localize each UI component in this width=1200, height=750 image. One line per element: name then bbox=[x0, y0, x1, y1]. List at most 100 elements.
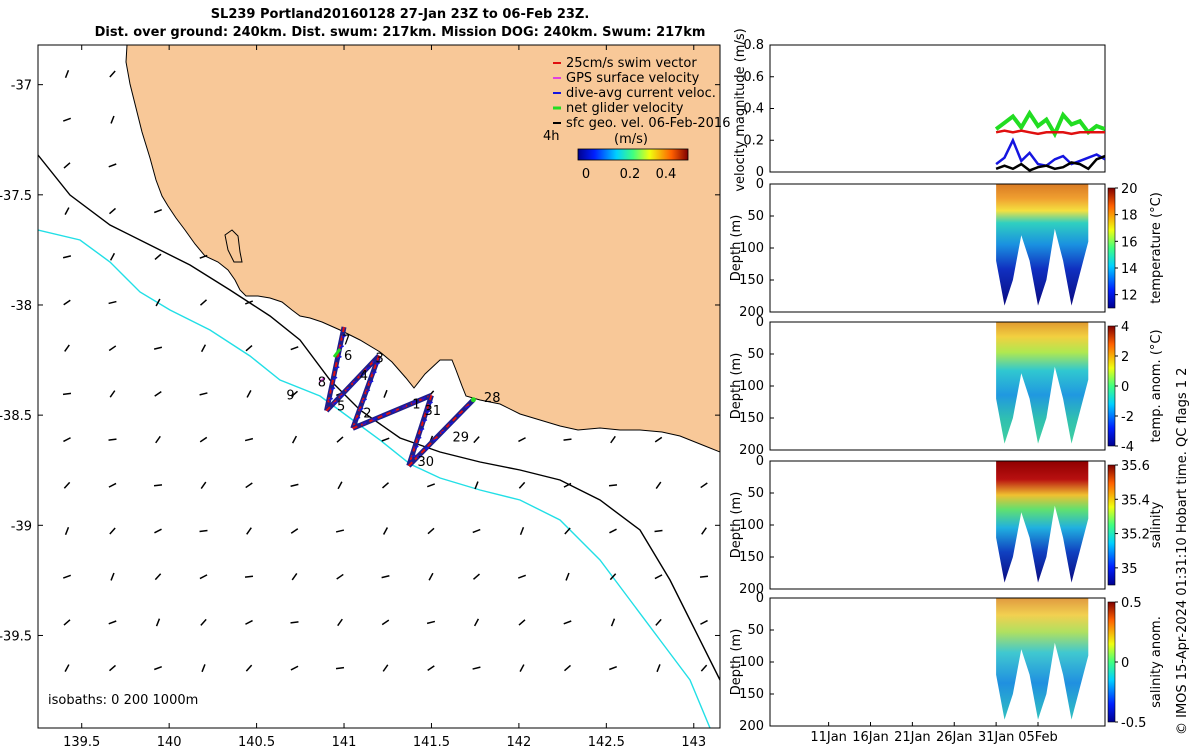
current-arrow bbox=[700, 664, 708, 672]
map-xtick-label: 140.5 bbox=[238, 735, 275, 750]
current-arrow bbox=[245, 482, 253, 489]
current-arrow bbox=[472, 573, 481, 580]
current-arrow bbox=[199, 299, 208, 306]
section-ylabel: Depth (m) bbox=[729, 629, 744, 696]
colorbar-tick-label: 35.4 bbox=[1121, 493, 1150, 508]
section-ytick-label: 150 bbox=[739, 687, 764, 702]
current-arrow bbox=[518, 437, 526, 443]
current-arrow bbox=[153, 208, 163, 214]
current-arrow bbox=[472, 666, 481, 670]
colorbar-label: temp. anom. (°C) bbox=[1149, 329, 1164, 442]
dive-current-vector bbox=[428, 401, 433, 405]
current-arrow bbox=[290, 528, 299, 534]
dive-current-vector bbox=[391, 409, 397, 413]
section-ytick-label: 200 bbox=[739, 305, 764, 320]
colorbar-tick-label: 20 bbox=[1121, 182, 1138, 197]
map-ytick-label: -39.5 bbox=[0, 629, 32, 644]
current-arrow bbox=[381, 437, 390, 442]
current-arrow bbox=[336, 573, 344, 580]
dive-current-vector bbox=[362, 421, 367, 425]
map-ytick-label: -39 bbox=[11, 519, 32, 534]
current-arrow bbox=[290, 621, 299, 624]
velocity-ytick-label: 0.6 bbox=[743, 70, 764, 85]
velocity-ytick-label: 0.8 bbox=[743, 38, 764, 53]
current-arrow bbox=[244, 300, 254, 305]
velocity-series bbox=[994, 109, 1105, 172]
current-arrow bbox=[290, 665, 299, 671]
current-arrow bbox=[62, 117, 72, 122]
current-arrow bbox=[153, 484, 163, 487]
current-arrow bbox=[472, 528, 481, 534]
current-vector-field bbox=[62, 70, 709, 673]
date-tick-label: 05Feb bbox=[1018, 730, 1058, 745]
current-arrow bbox=[382, 664, 389, 672]
velocity-line bbox=[995, 137, 1105, 168]
current-arrow bbox=[335, 666, 345, 670]
dive-current-vector bbox=[330, 387, 336, 391]
current-arrow bbox=[426, 620, 436, 625]
current-arrow bbox=[244, 575, 254, 578]
dive-current-vector bbox=[334, 366, 340, 370]
section-ylabel: Depth (m) bbox=[729, 215, 744, 282]
current-arrow bbox=[64, 664, 70, 672]
current-arrow bbox=[701, 527, 707, 535]
current-arrow bbox=[110, 115, 115, 124]
dive-current-vector bbox=[425, 410, 431, 414]
dive-current-vector bbox=[332, 401, 338, 405]
net-velocity-end bbox=[470, 397, 476, 403]
current-arrow bbox=[110, 572, 115, 581]
dive-current-vector bbox=[352, 380, 358, 384]
track-marker-label: 2 bbox=[363, 406, 371, 421]
current-arrow bbox=[655, 481, 662, 490]
current-arrow bbox=[427, 527, 435, 535]
section-ytick-label: 0 bbox=[756, 454, 764, 469]
current-arrow bbox=[474, 481, 479, 490]
colorbar-label: temperature (°C) bbox=[1149, 192, 1164, 304]
current-arrow bbox=[63, 299, 71, 306]
current-arrow bbox=[290, 483, 299, 487]
dive-current-vector bbox=[339, 394, 344, 398]
land bbox=[125, 45, 720, 453]
date-tick-label: 11Jan bbox=[810, 730, 847, 745]
current-arrow bbox=[608, 484, 618, 487]
track-marker-label: 31 bbox=[424, 404, 441, 419]
current-arrow bbox=[565, 572, 570, 581]
section-ytick-label: 50 bbox=[747, 347, 764, 362]
colorbar-tick-label: 12 bbox=[1121, 289, 1138, 304]
dive-current-vector bbox=[358, 373, 364, 377]
colorbar-tick-label: 16 bbox=[1121, 235, 1138, 250]
section-ytick-label: 0 bbox=[756, 177, 764, 192]
dive-current-vector bbox=[337, 355, 342, 360]
date-tick-label: 31Jan bbox=[978, 730, 1015, 745]
section-ytick-label: 0 bbox=[756, 591, 764, 606]
isobath-1000m bbox=[38, 229, 711, 728]
current-arrow bbox=[563, 482, 572, 488]
dive-current-vector bbox=[419, 427, 425, 432]
current-arrow bbox=[426, 483, 436, 488]
current-arrow bbox=[62, 392, 72, 396]
current-arrow bbox=[427, 665, 435, 671]
current-arrow bbox=[200, 618, 207, 626]
colorbar-tick-label: -2 bbox=[1121, 410, 1134, 425]
section-colorbar bbox=[1107, 464, 1116, 586]
track-marker-label: 30 bbox=[417, 455, 434, 470]
current-arrow bbox=[199, 574, 208, 580]
kangaroo-island-like-islet bbox=[224, 229, 243, 263]
dive-current-vector bbox=[422, 419, 428, 423]
section-ytick-label: 200 bbox=[739, 443, 764, 458]
current-arrow bbox=[563, 664, 572, 672]
dive-current-vector bbox=[411, 400, 417, 405]
velocity-ytick-label: 0 bbox=[756, 165, 764, 180]
current-arrow bbox=[108, 664, 117, 672]
dive-current-vector bbox=[456, 413, 462, 417]
section-data-curtain bbox=[996, 184, 1089, 306]
current-arrow bbox=[199, 436, 208, 443]
title-line-2: Dist. over ground: 240km. Dist. swum: 21… bbox=[94, 25, 706, 40]
velocity-axes: 0 0.2 0.4 0.6 0.8 bbox=[743, 38, 774, 180]
colorbar-tick-label: 35.6 bbox=[1121, 459, 1150, 474]
dive-current-vector bbox=[421, 396, 426, 401]
current-arrow bbox=[108, 620, 117, 625]
colorbar-tick-label: 18 bbox=[1121, 209, 1138, 224]
